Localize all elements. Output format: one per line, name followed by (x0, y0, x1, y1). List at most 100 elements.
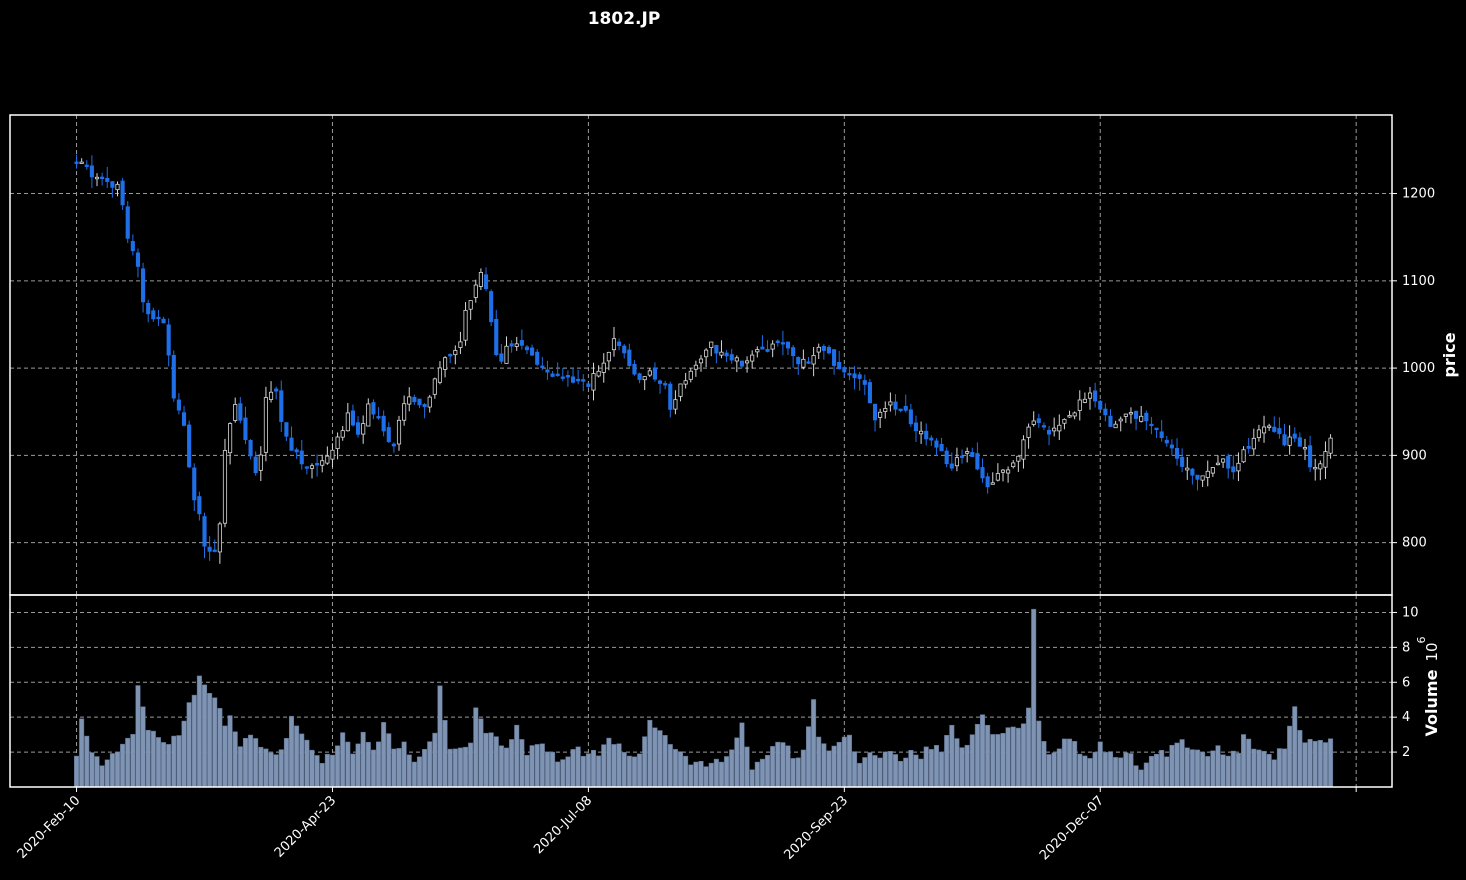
candle-body (325, 455, 330, 464)
volume-bar (672, 749, 678, 788)
volume-bar (923, 746, 929, 788)
volume-bar (1235, 752, 1241, 788)
volume-bar (657, 730, 663, 788)
volume-bar (386, 733, 392, 788)
candle-body (309, 465, 315, 469)
volume-bar (1266, 754, 1272, 788)
candle-body (975, 453, 980, 470)
candle-body (1277, 428, 1282, 434)
volume-bar (94, 756, 100, 788)
volume-bar (908, 750, 914, 788)
candle-body (939, 443, 944, 452)
candle-body (1108, 415, 1113, 427)
candle-body (750, 354, 755, 362)
volume-bar (698, 760, 704, 788)
volume-bar (1215, 745, 1221, 788)
candle-body (1328, 437, 1333, 454)
volume-bar (227, 715, 233, 788)
volume-bar (514, 724, 520, 788)
volume-bar (1133, 765, 1139, 788)
candle-body (437, 367, 443, 383)
candle-body (678, 383, 683, 397)
volume-bar (79, 718, 85, 788)
candle-body (1292, 433, 1297, 439)
candle-body (1134, 410, 1139, 419)
candle-body (944, 450, 949, 465)
candle-body (243, 417, 248, 441)
candle-body (156, 316, 161, 320)
volume-bar (1036, 720, 1042, 788)
volume-bar (1297, 730, 1303, 788)
candle-body (115, 183, 120, 191)
candle-body (141, 268, 146, 303)
candle-body (504, 345, 509, 364)
volume-bar (831, 745, 837, 788)
candle-body (110, 181, 115, 188)
volume-bar (74, 755, 80, 788)
volume-bar (329, 754, 335, 788)
volume-bar (84, 735, 90, 788)
candle-body (1062, 418, 1067, 424)
volume-bar (939, 751, 945, 788)
volume-bar (974, 723, 980, 788)
volume-bar (104, 759, 110, 788)
candle-body (1113, 423, 1118, 429)
candle-body (1057, 424, 1062, 432)
volume-bar (565, 756, 571, 788)
volume-bar (626, 755, 632, 788)
volume-bar (376, 741, 382, 788)
candle-body (1139, 415, 1144, 422)
candle-body (1098, 400, 1103, 410)
volume-bar (1189, 749, 1195, 788)
candle-body (796, 357, 801, 365)
candle-body (657, 380, 663, 384)
candle-body (765, 348, 770, 352)
candle-body (878, 411, 883, 418)
volume-bar (1225, 755, 1231, 788)
candle-body (371, 402, 376, 415)
candle-body (432, 378, 437, 395)
volume-bar (427, 741, 433, 788)
volume-bar (242, 738, 248, 788)
volume-bar (954, 738, 960, 788)
candle-body (391, 443, 396, 447)
candle-body (1154, 427, 1159, 431)
volume-bar (903, 757, 909, 788)
candle-body (714, 345, 719, 354)
volume-bar (826, 750, 832, 788)
candle-body (166, 324, 171, 356)
volume-bar (693, 761, 699, 788)
volume-bar (724, 756, 730, 788)
volume-bar (534, 744, 540, 788)
volume-bar (560, 759, 566, 788)
volume-bar (1261, 750, 1267, 788)
volume-bar (335, 745, 341, 788)
candle-body (576, 378, 581, 382)
candle-body (207, 546, 212, 552)
volume-bar (616, 743, 622, 788)
volume-bar (125, 737, 131, 788)
candle-body (478, 272, 483, 287)
volume-bar (370, 749, 376, 788)
volume-bar (473, 707, 479, 788)
volume-bar (1200, 751, 1206, 788)
volume-bar (652, 727, 658, 788)
volume-bar (1056, 748, 1062, 788)
volume-bar (1287, 725, 1293, 788)
volume-bar (862, 757, 868, 788)
volume-bar (585, 753, 591, 788)
candle-body (407, 396, 412, 405)
volume-bar (805, 726, 811, 788)
candle-body (1128, 412, 1134, 415)
candle-body (985, 476, 990, 488)
candle-body (632, 363, 637, 375)
volume-bar (867, 752, 873, 788)
candle-body (1241, 449, 1246, 463)
candle-body (949, 463, 954, 469)
volume-bar (667, 744, 673, 788)
candle-body (519, 340, 524, 346)
volume-bar (1241, 734, 1247, 788)
candle-body (335, 436, 340, 450)
volume-panel-frame (9, 594, 1393, 788)
